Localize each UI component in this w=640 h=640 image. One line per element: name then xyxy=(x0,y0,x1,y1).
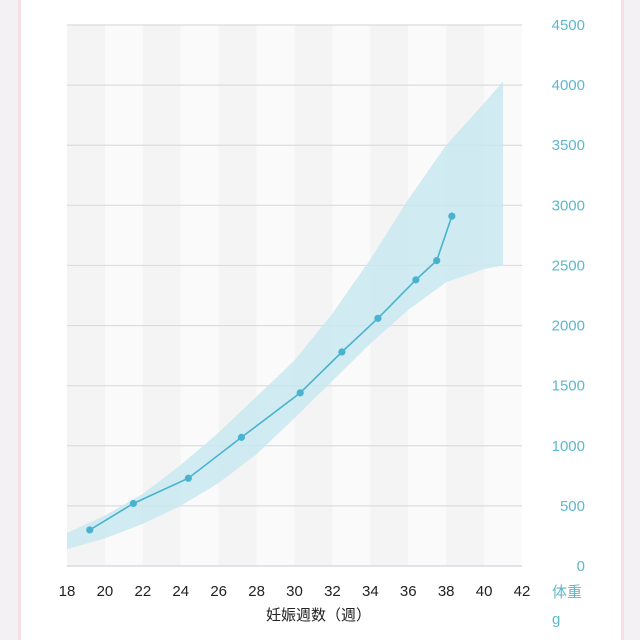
grid-stripe xyxy=(294,25,333,566)
data-point xyxy=(129,499,137,508)
grid-stripe xyxy=(256,25,295,566)
data-point xyxy=(433,257,441,265)
x-tick-label: 24 xyxy=(172,583,189,600)
y-tick-label: 3000 xyxy=(552,197,585,214)
data-point xyxy=(448,212,456,220)
data-point xyxy=(412,276,420,284)
grid-stripe xyxy=(104,25,143,566)
x-tick-label: 18 xyxy=(59,583,76,600)
data-point xyxy=(374,314,382,322)
x-tick-label: 42 xyxy=(514,583,531,600)
x-tick-label: 30 xyxy=(286,583,303,600)
y-tick-label: 2500 xyxy=(552,257,585,274)
grid-stripe xyxy=(446,25,485,566)
grid-stripe xyxy=(218,25,257,566)
data-point xyxy=(296,389,304,397)
data-point xyxy=(184,474,192,482)
y-tick-label: 1000 xyxy=(552,438,585,455)
x-tick-label: 34 xyxy=(362,583,379,600)
data-point xyxy=(237,433,246,441)
data-point xyxy=(338,348,346,356)
x-tick-label: 20 xyxy=(97,583,114,600)
weight-line xyxy=(89,215,453,531)
y-tick-label: 500 xyxy=(560,498,585,515)
y-tick-label: 3500 xyxy=(552,137,585,154)
y-tick-label: 4500 xyxy=(552,17,585,34)
x-tick-label: 38 xyxy=(438,583,455,600)
data-point xyxy=(86,526,94,534)
y-tick-label: 0 xyxy=(577,558,585,575)
y-tick-label: 2000 xyxy=(552,318,585,335)
y-axis-unit: g xyxy=(552,611,560,628)
x-tick-label: 36 xyxy=(400,583,417,600)
grid-stripe xyxy=(67,25,105,566)
y-axis-label: 体重 xyxy=(552,584,582,601)
x-tick-label: 40 xyxy=(476,583,493,600)
x-tick-label: 32 xyxy=(324,583,341,600)
x-axis-label: 妊娠週数（週） xyxy=(266,607,371,624)
x-tick-label: 26 xyxy=(210,583,227,600)
y-tick-label: 4000 xyxy=(552,77,585,94)
y-tick-label: 1500 xyxy=(552,378,585,395)
x-tick-label: 22 xyxy=(134,583,151,600)
x-tick-label: 28 xyxy=(248,583,265,600)
